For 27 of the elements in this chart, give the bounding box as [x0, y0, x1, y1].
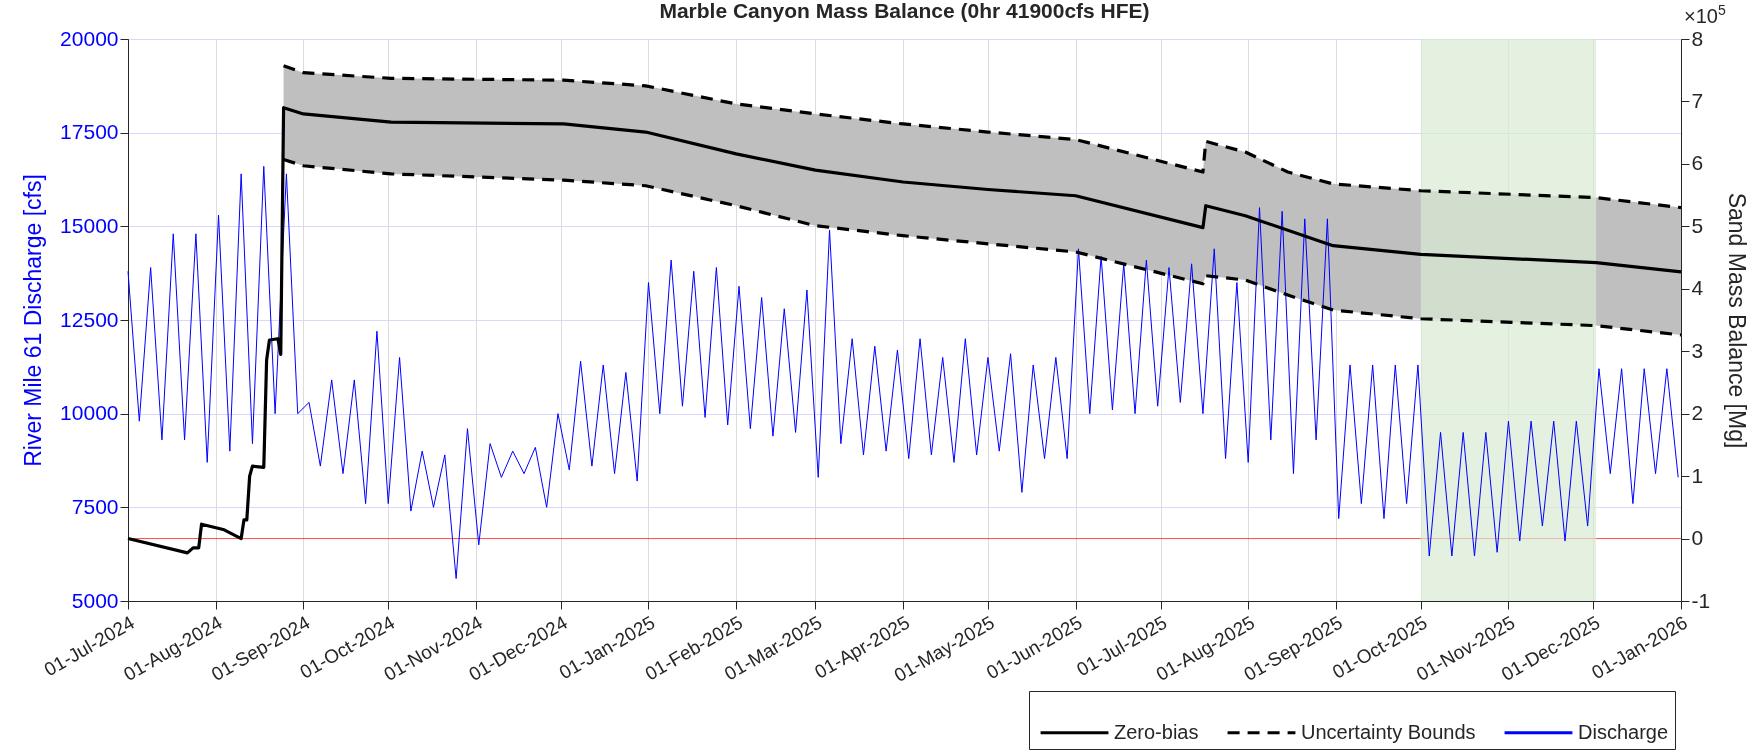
y-tick-label: 10000 — [60, 401, 119, 425]
y2-tick-label: 7 — [1691, 88, 1704, 112]
y-tick-label: 17500 — [60, 120, 119, 144]
y2-tick-label: 3 — [1691, 338, 1704, 362]
line-series — [126, 106, 1683, 555]
y2-tick-label: 0 — [1691, 526, 1704, 550]
y2-tick-label: -1 — [1691, 588, 1711, 612]
y2-axis-title: Sand Mass Balance [Mg] — [1724, 192, 1751, 449]
y2-tick-label: 2 — [1691, 401, 1704, 425]
y2-tick-label: 5 — [1691, 213, 1704, 237]
y-tick-label: 20000 — [60, 26, 119, 50]
y-tick-label: 12500 — [60, 307, 119, 331]
chart-title: Marble Canyon Mass Balance (0hr 41900cfs HFE) — [659, 0, 1150, 22]
y-axis-title: River Mile 61 Discharge [cfs] — [20, 174, 47, 467]
line-series — [127, 165, 1679, 580]
legend-label: Discharge — [1578, 720, 1669, 743]
line-series — [281, 64, 1683, 210]
y-tick-label: 15000 — [60, 213, 119, 237]
legend-label: Uncertainty Bounds — [1301, 720, 1476, 743]
y2-tick-label: 1 — [1691, 463, 1704, 487]
y-tick-label: 5000 — [71, 588, 119, 612]
y-tick-label: 7500 — [71, 494, 119, 518]
legend-label: Zero-bias — [1114, 720, 1199, 743]
text: ×10$^{5}$ — [1684, 2, 1726, 28]
y2-tick-label: 6 — [1691, 151, 1704, 175]
y2-tick-label: 8 — [1691, 26, 1704, 50]
y2-tick-label: 4 — [1691, 276, 1704, 300]
